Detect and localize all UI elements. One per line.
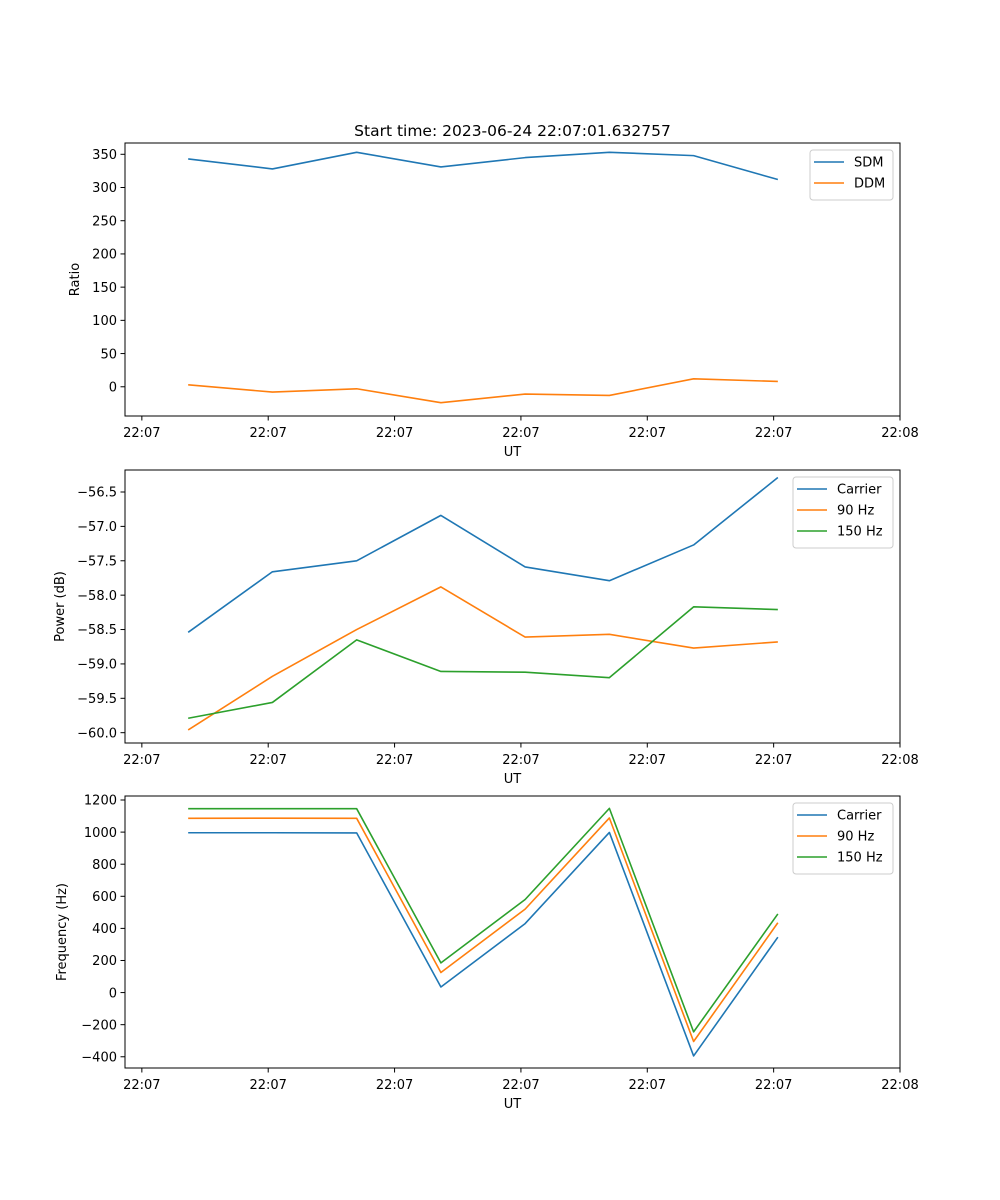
chart1-y-tick-label: 50 [100, 347, 117, 362]
chart3-legend: Carrier 90 Hz 150 Hz [792, 802, 894, 875]
chart2-legend-label-150-hz: 150 Hz [837, 525, 883, 540]
chart1-x-axis-label: UT [504, 445, 522, 460]
chart2-y-axis-label: Power (dB) [53, 571, 68, 642]
chart3-series-line-90-hz [188, 817, 779, 1043]
chart2-legend: Carrier 90 Hz 150 Hz [792, 476, 894, 549]
chart2-legend-label-carrier: Carrier [837, 483, 882, 498]
chart1-x-tick-label: 22:07 [755, 426, 792, 441]
chart1-y-tick-label: 350 [92, 148, 117, 163]
chart3-axes-frame [124, 795, 901, 1069]
chart3-x-tick-label: 22:07 [249, 1078, 286, 1093]
chart2-y-tick-label: −58.5 [77, 623, 117, 638]
chart2-x-tick-label: 22:07 [249, 753, 286, 768]
chart3-legend-label-carrier: Carrier [837, 809, 882, 824]
chart3-y-tick-label: 800 [92, 858, 117, 873]
chart3-legend-label-90-hz: 90 Hz [837, 830, 874, 845]
chart2-y-tick-label: −58.0 [77, 589, 117, 604]
chart3-legend-label-150-hz: 150 Hz [837, 851, 883, 866]
chart1-y-axis-label: Ratio [68, 263, 83, 296]
chart2-x-tick-label: 22:07 [376, 753, 413, 768]
chart1-y-tick-label: 200 [92, 248, 117, 263]
chart3-series-line-150-hz [188, 807, 779, 1033]
chart2-x-tick-label: 22:07 [755, 753, 792, 768]
chart2-y-tick-label: −57.5 [77, 554, 117, 569]
chart3-y-tick-label: 0 [109, 986, 117, 1001]
chart1-y-tick-label: 250 [92, 214, 117, 229]
chart2-series-line-150-hz [188, 606, 778, 720]
chart1-legend-label-sdm: SDM [854, 156, 883, 171]
chart2-series-line-90-hz [187, 586, 778, 731]
chart3-y-tick-label: 1200 [84, 794, 117, 809]
chart3-x-tick-label: 22:07 [629, 1078, 666, 1093]
frequency-chart-panel: 22:07 22:07 22:07 22:07 22:07 22:07 22:08 −400 −… [55, 794, 919, 1112]
chart2-x-tick-label: 22:07 [629, 753, 666, 768]
chart1-y-tick-label: 150 [92, 281, 117, 296]
chart1-y-tick-label: 0 [109, 380, 117, 395]
chart2-x-tick-label: 22:08 [881, 753, 918, 768]
chart3-y-axis-label: Frequency (Hz) [55, 883, 70, 981]
chart3-x-tick-label: 22:07 [376, 1078, 413, 1093]
chart3-series-line-carrier [188, 831, 779, 1057]
chart3-x-tick-label: 22:07 [755, 1078, 792, 1093]
chart2-x-tick-label: 22:07 [123, 753, 160, 768]
chart1-x-tick-label: 22:07 [502, 426, 539, 441]
chart3-y-tick-label: −400 [81, 1050, 117, 1065]
chart2-series-line-carrier [187, 476, 779, 633]
chart2-axes-frame [124, 469, 901, 744]
chart2-legend-label-90-hz: 90 Hz [837, 504, 874, 519]
chart3-x-axis-label: UT [504, 1097, 522, 1112]
chart2-x-axis-label: UT [504, 772, 522, 787]
chart2-x-tick-label: 22:07 [502, 753, 539, 768]
chart2-y-tick-label: −57.0 [77, 520, 117, 535]
chart1-x-tick-label: 22:07 [629, 426, 666, 441]
chart2-y-tick-label: −56.5 [77, 486, 117, 501]
chart2-y-tick-label: −59.0 [77, 658, 117, 673]
chart-title: Start time: 2023-06-24 22:07:01.632757 [354, 122, 671, 140]
chart2-y-tick-label: −60.0 [77, 726, 117, 741]
chart2-y-tick-label: −59.5 [77, 692, 117, 707]
chart1-series-line-ddm [188, 377, 778, 404]
chart1-x-tick-label: 22:07 [123, 426, 160, 441]
chart1-y-tick-label: 300 [92, 181, 117, 196]
chart1-x-tick-label: 22:07 [376, 426, 413, 441]
chart3-y-tick-label: 600 [92, 890, 117, 905]
chart3-y-tick-label: 400 [92, 922, 117, 937]
ratio-chart-panel: Start time: 2023-06-24 22:07:01.632757 2… [68, 122, 919, 460]
chart3-x-tick-label: 22:08 [881, 1078, 918, 1093]
chart3-x-tick-label: 22:07 [123, 1078, 160, 1093]
chart1-legend-label-ddm: DDM [854, 177, 885, 192]
chart3-x-tick-label: 22:07 [502, 1078, 539, 1093]
power-chart-panel: 22:07 22:07 22:07 22:07 22:07 22:07 22:08 −60.0… [53, 469, 919, 787]
chart3-y-tick-label: 1000 [84, 826, 117, 841]
chart1-x-tick-label: 22:07 [249, 426, 286, 441]
chart1-axes-frame [124, 142, 901, 417]
chart1-legend: SDM DDM [809, 149, 894, 201]
chart3-y-tick-label: 200 [92, 954, 117, 969]
chart1-y-tick-label: 100 [92, 314, 117, 329]
chart1-x-tick-label: 22:08 [881, 426, 918, 441]
chart3-y-tick-label: −200 [81, 1018, 117, 1033]
chart1-series-line-sdm [188, 151, 779, 181]
